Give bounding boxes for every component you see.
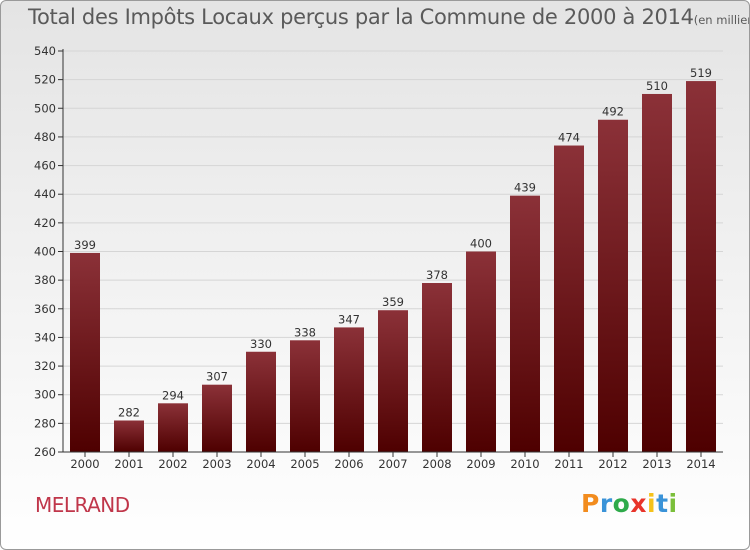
data-label-2013: 510: [646, 79, 668, 93]
y-tick-label: 400: [34, 245, 56, 259]
bar-2003: [202, 384, 232, 452]
data-label-2012: 492: [602, 105, 624, 119]
logo-letter: P: [581, 489, 600, 518]
logo-letter: i: [647, 489, 657, 518]
bar-2014: [686, 81, 716, 452]
bar-2000: [70, 252, 100, 452]
chart-unit-text: (en milliers d'€): [693, 13, 749, 27]
bar-2007: [378, 310, 408, 452]
data-label-2014: 519: [690, 66, 712, 80]
y-tick-label: 440: [34, 187, 56, 201]
x-tick-label: 2014: [686, 457, 715, 471]
y-tick-label: 460: [34, 159, 56, 173]
y-tick-label: 260: [34, 445, 56, 459]
data-label-2003: 307: [206, 370, 228, 384]
y-tick-label: 300: [34, 388, 56, 402]
data-label-2006: 347: [338, 312, 360, 326]
data-label-2008: 378: [426, 268, 448, 282]
y-tick-label: 540: [34, 44, 56, 58]
y-tick-label: 520: [34, 73, 56, 87]
x-tick-label: 2012: [598, 457, 627, 471]
data-label-2009: 400: [470, 237, 492, 251]
y-tick-label: 500: [34, 101, 56, 115]
y-tick-label: 480: [34, 130, 56, 144]
x-tick-label: 2005: [290, 457, 319, 471]
data-label-2001: 282: [118, 405, 140, 419]
y-tick-label: 340: [34, 330, 56, 344]
y-tick-label: 280: [34, 416, 56, 430]
bar-2013: [642, 93, 672, 452]
logo-letter: t: [656, 489, 669, 518]
bar-2001: [114, 420, 144, 452]
bar-2009: [466, 251, 496, 452]
bar-2004: [246, 351, 276, 452]
logo-letter: r: [599, 489, 613, 518]
x-tick-label: 2006: [334, 457, 363, 471]
bar-2002: [158, 403, 188, 452]
commune-name: MELRAND: [35, 493, 130, 517]
data-label-2010: 439: [514, 181, 536, 195]
data-label-2005: 338: [294, 325, 316, 339]
x-tick-label: 2013: [642, 457, 671, 471]
proxiti-logo: Proxiti: [581, 489, 678, 518]
x-tick-label: 2009: [466, 457, 495, 471]
bar-2006: [334, 327, 364, 452]
chart-title: Total des Impôts Locaux perçus par la Co…: [28, 5, 749, 29]
x-tick-label: 2010: [510, 457, 539, 471]
data-label-2000: 399: [74, 238, 96, 252]
bar-2012: [598, 119, 628, 452]
data-label-2011: 474: [558, 131, 580, 145]
y-tick-label: 320: [34, 359, 56, 373]
x-tick-label: 2002: [158, 457, 187, 471]
data-label-2007: 359: [382, 295, 404, 309]
logo-letter: i: [668, 489, 678, 518]
chart-title-text: Total des Impôts Locaux perçus par la Co…: [28, 5, 694, 29]
y-tick-label: 360: [34, 302, 56, 316]
x-tick-label: 2008: [422, 457, 451, 471]
y-tick-label: 420: [34, 216, 56, 230]
x-tick-label: 2003: [202, 457, 231, 471]
bar-2005: [290, 340, 320, 452]
logo-letter: o: [612, 489, 631, 518]
x-tick-label: 2007: [378, 457, 407, 471]
x-tick-label: 2011: [554, 457, 583, 471]
bar-2011: [554, 145, 584, 452]
y-tick-label: 380: [34, 273, 56, 287]
data-label-2002: 294: [162, 388, 184, 402]
x-tick-label: 2000: [70, 457, 99, 471]
x-tick-label: 2001: [114, 457, 143, 471]
bar-2010: [510, 195, 540, 452]
x-tick-label: 2004: [246, 457, 275, 471]
logo-letter: x: [630, 489, 647, 518]
bar-2008: [422, 283, 452, 452]
data-label-2004: 330: [250, 337, 272, 351]
